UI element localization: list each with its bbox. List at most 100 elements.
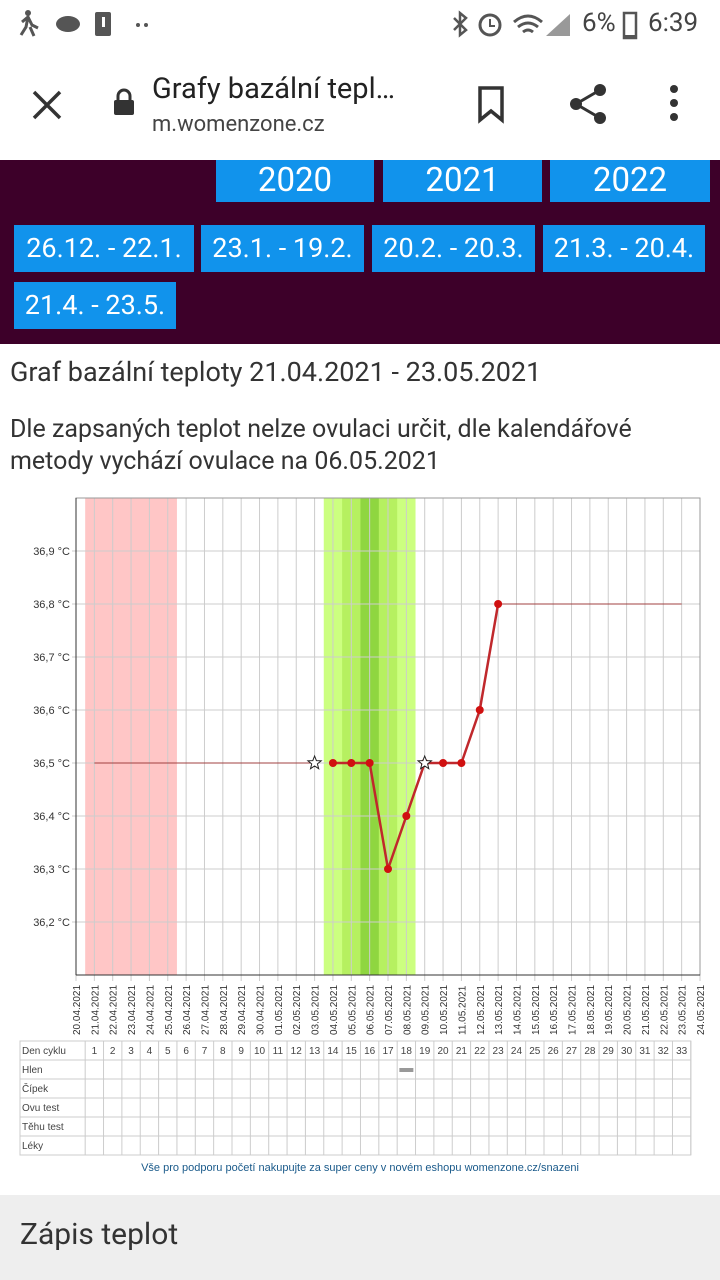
close-button[interactable] — [30, 88, 66, 124]
cycle-day: 32 — [658, 1046, 670, 1057]
x-tick-label: 23.04.2021 — [127, 985, 138, 1035]
table-row-label: Léky — [22, 1141, 43, 1152]
cycle-day: 18 — [401, 1046, 413, 1057]
series-line — [332, 603, 500, 870]
period-button[interactable]: 21.4. - 23.5. — [14, 282, 176, 329]
x-tick-label: 16.05.2021 — [549, 985, 560, 1035]
x-tick-label: 23.05.2021 — [678, 985, 689, 1035]
y-tick-label: 36,9 °C — [33, 546, 70, 558]
data-point — [457, 759, 466, 767]
heading: Graf bazální teploty 21.04.2021 - 23.05.… — [10, 356, 542, 388]
year-button[interactable]: 2022 — [550, 160, 710, 202]
cycle-day: 24 — [511, 1046, 523, 1057]
bottom-bar-title[interactable]: Zápis teplot — [20, 1217, 179, 1252]
x-tick-label: 14.05.2021 — [512, 985, 523, 1035]
cycle-day: 17 — [382, 1046, 394, 1057]
battery: 6% — [582, 8, 616, 38]
x-tick-label: 09.05.2021 — [421, 985, 432, 1035]
table-header: Den cyklu — [22, 1046, 66, 1057]
x-tick-label: 03.05.2021 — [311, 985, 322, 1035]
cycle-day: 5 — [165, 1046, 171, 1057]
x-tick-label: 01.05.2021 — [274, 985, 285, 1035]
period-button[interactable]: 26.12. - 22.1. — [14, 225, 194, 272]
cycle-day: 21 — [456, 1046, 468, 1057]
table-row-label: Těhu test — [22, 1122, 64, 1133]
cycle-day: 25 — [529, 1046, 541, 1057]
star-point — [306, 754, 323, 770]
status-bar: 6% 6:39 — [0, 0, 720, 50]
x-tick-label: 24.05.2021 — [696, 985, 707, 1035]
year-button[interactable]: 2021 — [383, 160, 542, 202]
cycle-day: 27 — [566, 1046, 578, 1057]
x-tick-label: 10.05.2021 — [439, 985, 450, 1035]
y-tick-label: 36,2 °C — [33, 917, 70, 929]
y-tick-label: 36,4 °C — [33, 811, 70, 823]
cycle-day: 15 — [346, 1046, 358, 1057]
x-tick-label: 04.05.2021 — [329, 985, 340, 1035]
bottom-bar: Zápis teplot — [0, 1195, 720, 1280]
data-point — [328, 759, 337, 767]
cycle-day: 23 — [493, 1046, 505, 1057]
x-tick-label: 06.05.2021 — [366, 985, 377, 1035]
data-point — [439, 759, 448, 767]
cycle-day: 28 — [584, 1046, 596, 1057]
cycle-day: 14 — [327, 1046, 339, 1057]
x-tick-label: 21.04.2021 — [90, 985, 101, 1035]
period-button[interactable]: 21.3. - 20.4. — [543, 225, 705, 272]
x-tick-label: 07.05.2021 — [384, 985, 395, 1035]
x-tick-label: 29.04.2021 — [237, 985, 248, 1035]
cycle-day: 3 — [128, 1046, 134, 1057]
system-icons — [453, 10, 570, 38]
table-mark — [399, 1068, 414, 1072]
cycle-day: 22 — [474, 1046, 486, 1057]
clock: 6:39 — [648, 8, 699, 38]
table-row-label: Hlen — [22, 1065, 43, 1076]
cycle-day: 4 — [147, 1046, 153, 1057]
y-tick-label: 36,3 °C — [33, 864, 70, 876]
cycle-day: 2 — [110, 1046, 116, 1057]
y-tick-label: 36,6 °C — [33, 705, 70, 717]
share-button[interactable] — [566, 82, 610, 126]
x-tick-label: 08.05.2021 — [402, 985, 413, 1035]
x-tick-label: 28.04.2021 — [219, 985, 230, 1035]
x-tick-label: 18.05.2021 — [586, 985, 597, 1035]
period-button[interactable]: 23.1. - 19.2. — [201, 225, 364, 272]
x-tick-label: 27.04.2021 — [200, 985, 211, 1035]
x-tick-label: 25.04.2021 — [164, 985, 175, 1035]
star-point — [416, 754, 433, 770]
data-point — [365, 759, 374, 767]
cycle-day: 33 — [676, 1046, 688, 1057]
x-tick-label: 11.05.2021 — [457, 985, 468, 1035]
cycle-day: 26 — [548, 1046, 560, 1057]
cycle-day: 20 — [437, 1046, 449, 1057]
cycle-day: 16 — [364, 1046, 376, 1057]
period-button[interactable]: 20.2. - 20.3. — [372, 225, 535, 272]
x-tick-label: 17.05.2021 — [568, 985, 579, 1035]
x-tick-label: 15.05.2021 — [531, 985, 542, 1035]
description: Dle zapsaných teplot nelze ovulaci určit… — [10, 415, 632, 476]
series-line — [94, 603, 682, 764]
data-point — [475, 706, 484, 714]
table-row-label: Ovu test — [22, 1103, 59, 1114]
data-point — [402, 812, 411, 820]
x-tick-label: 13.05.2021 — [494, 985, 505, 1035]
footer-link: Vše pro podporu početí nakupujte za supe… — [141, 1162, 579, 1174]
year-button[interactable]: 2020 — [216, 160, 374, 202]
cycle-day: 31 — [639, 1046, 651, 1057]
page-title: Grafy bazální tepl… — [152, 72, 396, 106]
cycle-day: 30 — [621, 1046, 633, 1057]
x-tick-label: 20.05.2021 — [623, 985, 634, 1035]
cycle-day: 11 — [273, 1046, 284, 1057]
menu-button[interactable] — [664, 84, 684, 124]
x-tick-label: 24.04.2021 — [145, 985, 156, 1035]
bookmark-button[interactable] — [476, 86, 508, 124]
table-row-label: Čípek — [22, 1082, 49, 1095]
cycle-day: 1 — [92, 1046, 98, 1057]
battery-icon — [622, 11, 638, 40]
cycle-day: 8 — [220, 1046, 226, 1057]
page-url: m.womenzone.cz — [152, 112, 325, 137]
x-tick-label: 26.04.2021 — [182, 985, 193, 1035]
y-tick-label: 36,5 °C — [33, 758, 70, 770]
cycle-day: 6 — [183, 1046, 189, 1057]
